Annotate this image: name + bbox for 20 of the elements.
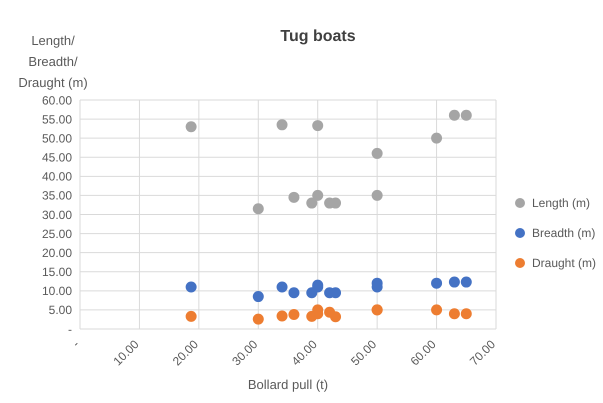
y-tick-label: 45.00	[42, 150, 72, 165]
y-tick-label: 60.00	[42, 93, 72, 108]
legend-label: Breadth (m)	[531, 225, 596, 242]
y-tick-label: 10.00	[42, 284, 72, 298]
legend-label: Length (m)	[531, 195, 592, 212]
y-tick-label: -	[68, 322, 72, 336]
legend-label: Draught (m)	[531, 255, 596, 272]
y-tick-label: 25.00	[42, 226, 72, 241]
y-tick-label: 55.00	[42, 112, 72, 126]
x-tick-label: -	[69, 337, 82, 350]
y-tick-label: 15.00	[42, 265, 72, 280]
y-tick-label: 20.00	[42, 246, 72, 260]
chart-title: Tug boats	[280, 28, 356, 45]
y-tick-label: 40.00	[42, 170, 72, 184]
y-axis-title: Length/ Breadth/ Draught (m)	[18, 32, 88, 92]
y-tick-label: 30.00	[42, 208, 72, 222]
x-axis-title: Bollard pull (t)	[248, 377, 328, 392]
y-tick-label: 35.00	[42, 188, 72, 203]
y-tick-label: 5.00	[48, 303, 72, 318]
y-tick-label: 50.00	[42, 131, 72, 146]
